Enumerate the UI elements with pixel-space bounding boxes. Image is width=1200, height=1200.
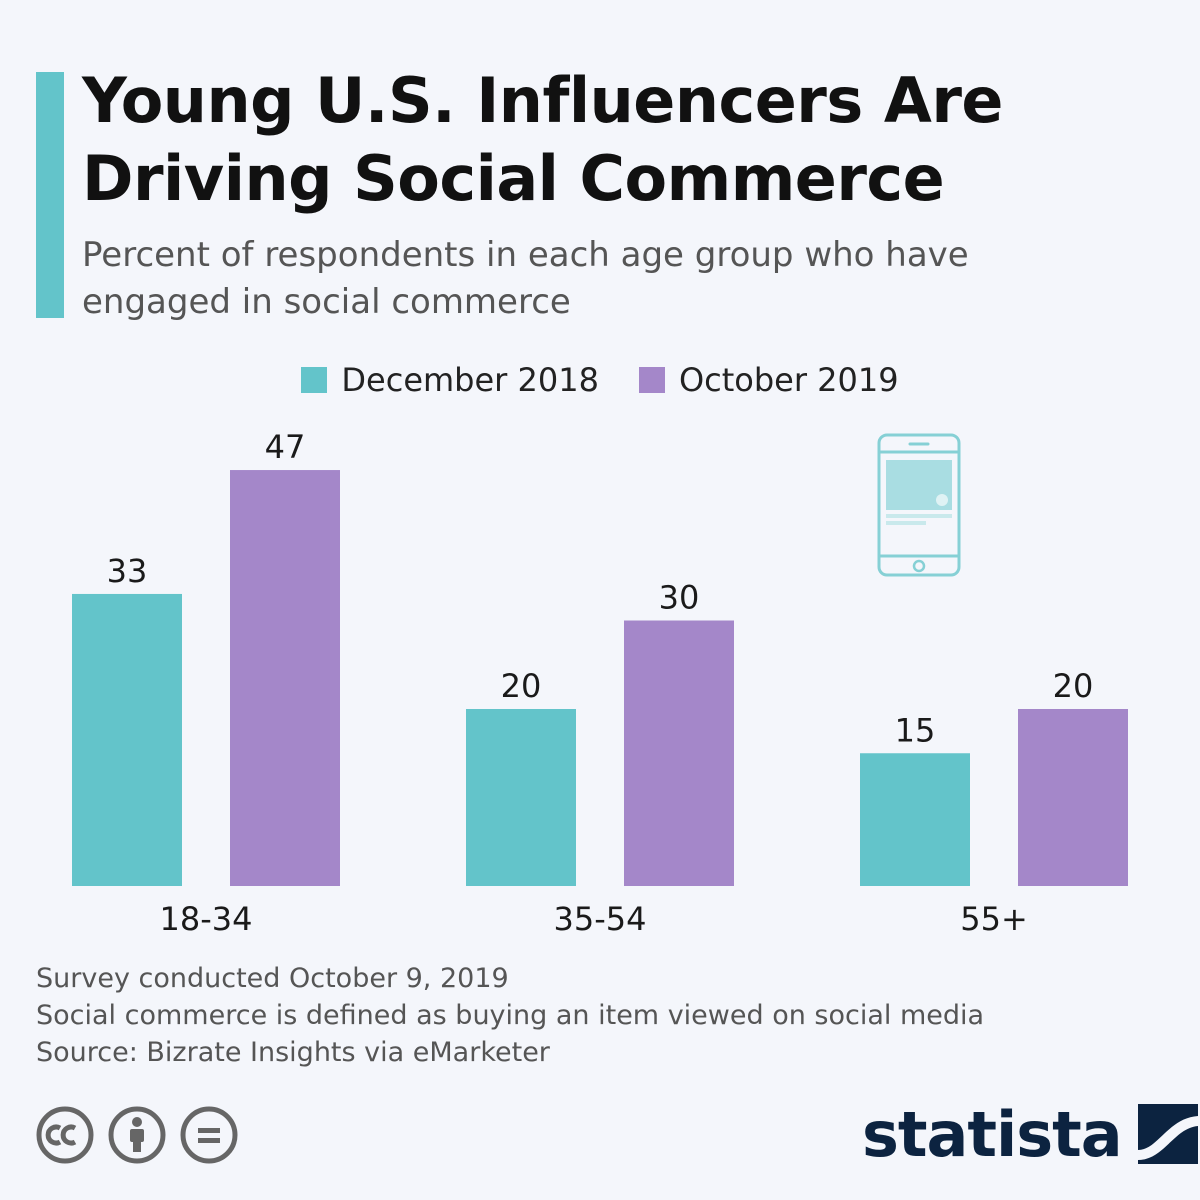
footnote-source: Source: Bizrate Insights via eMarketer <box>36 1037 550 1068</box>
bar-18-34-december-2018 <box>72 593 182 886</box>
legend-label-oct-2019: October 2019 <box>678 361 899 399</box>
legend-item-dec-2018: December 2018 <box>301 361 599 399</box>
x-tick-label-35-54: 35-54 <box>554 900 647 938</box>
bar-18-34-october-2019 <box>230 470 340 886</box>
legend-swatch-dec-2018 <box>301 367 328 393</box>
bar-35-54-october-2019 <box>624 620 734 886</box>
data-label-18-34-december-2018: 33 <box>107 552 148 590</box>
attribution-icon[interactable] <box>108 1106 166 1164</box>
legend-label-dec-2018: December 2018 <box>341 361 599 399</box>
data-label-55--december-2018: 15 <box>895 711 936 749</box>
footnote-survey-date: Survey conducted October 9, 2019 <box>36 963 509 994</box>
smartphone-icon <box>877 433 961 577</box>
data-label-55--october-2019: 20 <box>1053 667 1094 705</box>
license-icons <box>36 1106 238 1164</box>
title-accent-bar <box>36 72 64 318</box>
data-label-35-54-december-2018: 20 <box>501 667 542 705</box>
bar-55--october-2019 <box>1018 709 1128 886</box>
statista-logo-icon <box>1137 1104 1198 1164</box>
chart-title: Young U.S. Influencers Are Driving Socia… <box>82 64 1003 215</box>
x-tick-label-18-34: 18-34 <box>160 900 253 938</box>
data-label-35-54-october-2019: 30 <box>659 579 700 617</box>
data-label-18-34-october-2019: 47 <box>265 428 306 466</box>
footnotes: Survey conducted October 9, 2019 Social … <box>36 960 1176 1071</box>
bar-35-54-december-2018 <box>466 709 576 886</box>
chart-subtitle: Percent of respondents in each age group… <box>82 235 969 322</box>
x-tick-label-55-: 55+ <box>960 900 1028 938</box>
statista-logo[interactable]: statista <box>862 1097 1198 1171</box>
legend: December 2018 October 2019 <box>0 358 1200 402</box>
bar-55--december-2018 <box>860 753 970 886</box>
legend-swatch-oct-2019 <box>638 367 665 393</box>
footnote-definition: Social commerce is defined as buying an … <box>36 1000 985 1031</box>
no-derivatives-icon[interactable] <box>180 1106 238 1164</box>
statista-wordmark: statista <box>862 1097 1123 1171</box>
cc-icon[interactable] <box>36 1106 94 1164</box>
legend-item-oct-2019: October 2019 <box>638 361 899 399</box>
bar-chart: 33 47 18-34 20 30 35-54 15 20 55+ <box>72 428 1128 938</box>
